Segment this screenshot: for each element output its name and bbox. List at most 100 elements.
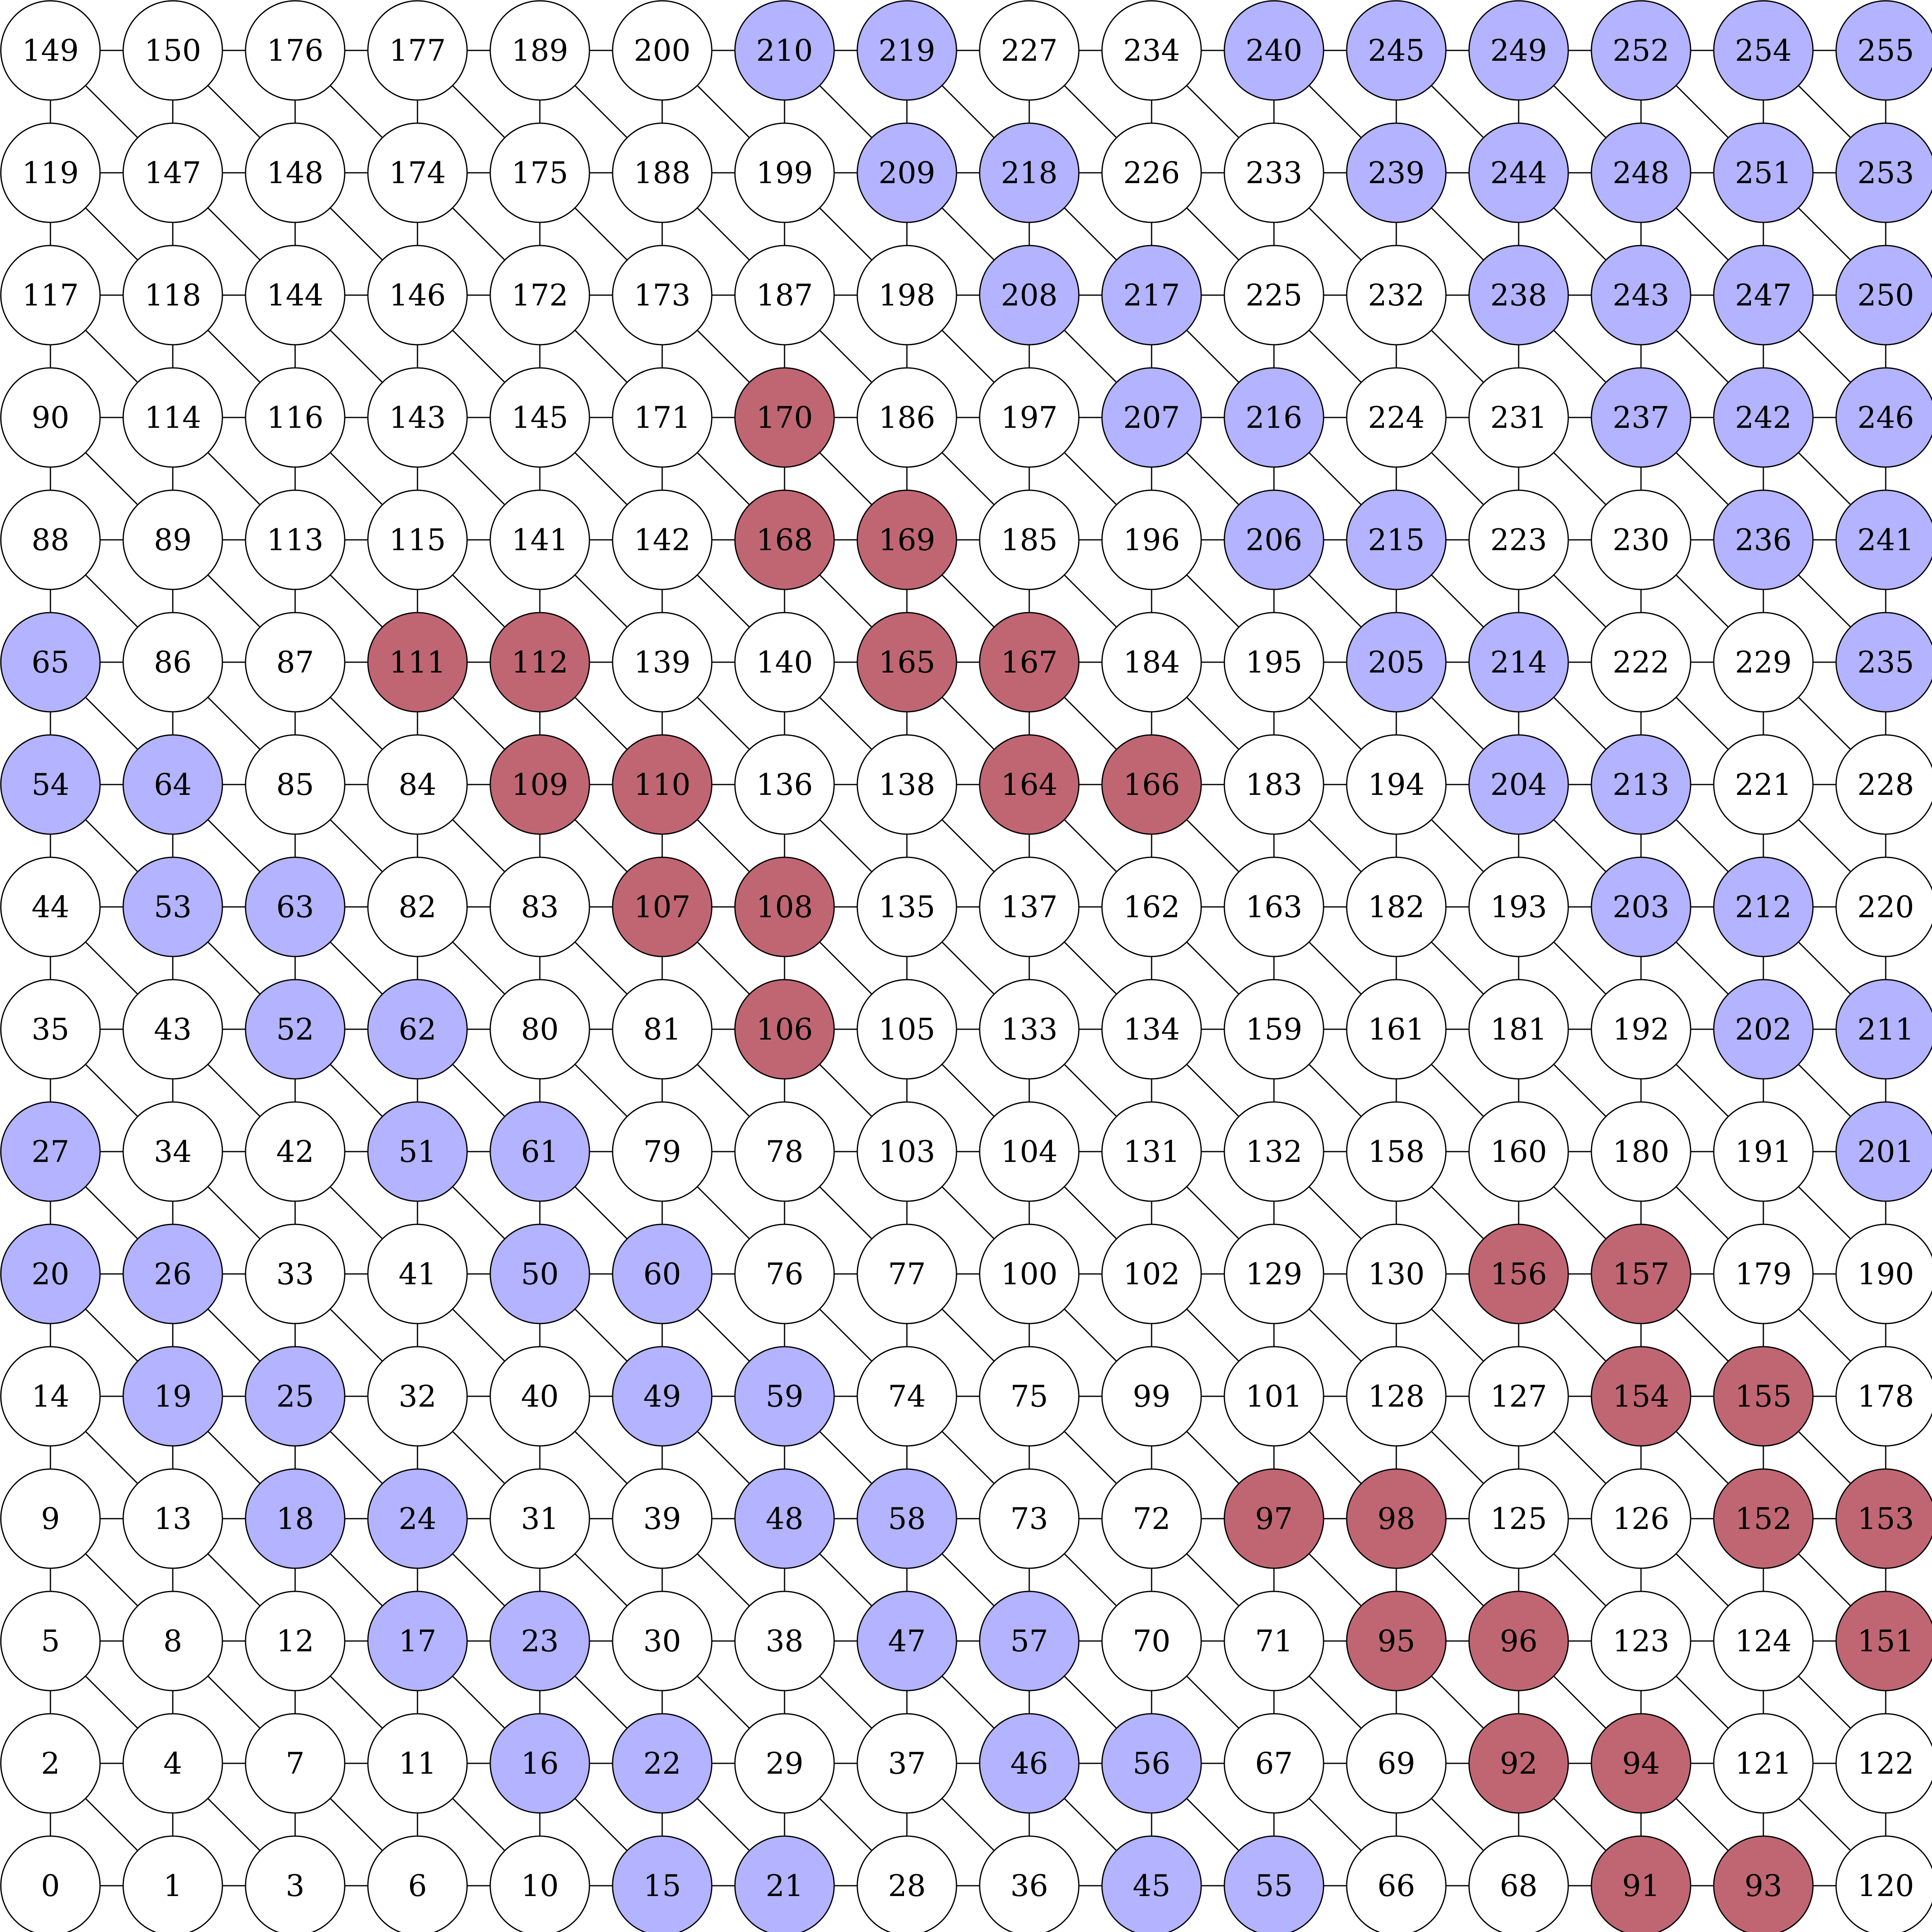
- node-circle-blue: [367, 979, 468, 1080]
- node-circle-white: [245, 1224, 346, 1324]
- node-circle-red: [612, 856, 713, 957]
- node-circle-blue: [1101, 1835, 1202, 1932]
- node-label: 196: [1123, 522, 1180, 557]
- node-label: 6: [408, 1868, 427, 1903]
- node-circle-white: [122, 0, 223, 101]
- node-45: 45: [1101, 1835, 1202, 1932]
- node-circle-white: [0, 1591, 101, 1691]
- node-label: 195: [1245, 645, 1302, 680]
- node-circle-white: [1591, 1468, 1691, 1569]
- node-label: 94: [1622, 1746, 1660, 1781]
- node-label: 23: [521, 1624, 559, 1658]
- node-label: 96: [1500, 1624, 1538, 1658]
- node-154: 154: [1591, 1346, 1691, 1447]
- node-circle-red: [1346, 1591, 1447, 1691]
- node-12: 12: [245, 1591, 346, 1691]
- node-158: 158: [1346, 1101, 1447, 1202]
- node-label: 167: [1001, 645, 1057, 680]
- node-110: 110: [612, 734, 713, 835]
- node-215: 215: [1346, 489, 1447, 590]
- node-label: 18: [276, 1501, 314, 1536]
- node-label: 98: [1377, 1501, 1415, 1536]
- node-label: 236: [1735, 522, 1791, 557]
- node-label: 228: [1857, 767, 1914, 802]
- node-circle-red: [734, 489, 835, 590]
- node-7: 7: [245, 1713, 346, 1814]
- node-label: 49: [643, 1379, 681, 1414]
- node-156: 156: [1468, 1224, 1569, 1324]
- node-label: 100: [1001, 1257, 1057, 1291]
- node-label: 86: [154, 645, 192, 680]
- node-31: 31: [489, 1468, 590, 1569]
- node-58: 58: [856, 1468, 957, 1569]
- node-circle-red: [1713, 1835, 1814, 1932]
- node-circle-white: [245, 1835, 346, 1932]
- node-circle-blue: [0, 1224, 101, 1324]
- node-circle-white: [245, 122, 346, 223]
- node-circle-white: [367, 0, 468, 101]
- node-circle-white: [1835, 1224, 1932, 1324]
- node-label: 85: [276, 767, 314, 802]
- node-circle-white: [979, 0, 1080, 101]
- node-circle-white: [979, 1224, 1080, 1324]
- node-circle-white: [367, 489, 468, 590]
- node-label: 65: [31, 645, 69, 680]
- node-circle-red: [1591, 1224, 1691, 1324]
- node-178: 178: [1835, 1346, 1932, 1447]
- node-48: 48: [734, 1468, 835, 1569]
- node-circle-red: [1591, 1713, 1691, 1814]
- node-circle-white: [122, 489, 223, 590]
- node-206: 206: [1224, 489, 1324, 590]
- node-circle-blue: [1346, 489, 1447, 590]
- node-circle-white: [1224, 1101, 1324, 1202]
- node-219: 219: [856, 0, 957, 101]
- node-circle-white: [1224, 245, 1324, 346]
- node-label: 176: [267, 33, 323, 68]
- node-224: 224: [1346, 367, 1447, 468]
- node-176: 176: [245, 0, 346, 101]
- node-77: 77: [856, 1224, 957, 1324]
- node-label: 145: [511, 400, 568, 435]
- node-circle-white: [1835, 734, 1932, 835]
- node-circle-white: [856, 734, 957, 835]
- node-label: 134: [1123, 1012, 1180, 1047]
- node-label: 83: [521, 890, 559, 924]
- node-203: 203: [1591, 856, 1691, 957]
- node-circle-white: [1468, 1835, 1569, 1932]
- node-181: 181: [1468, 979, 1569, 1080]
- node-label: 25: [276, 1379, 314, 1414]
- node-label: 194: [1368, 767, 1424, 802]
- node-circle-white: [1346, 1101, 1447, 1202]
- node-label: 70: [1133, 1624, 1171, 1658]
- node-label: 3: [286, 1868, 305, 1903]
- node-circle-white: [856, 1346, 957, 1447]
- node-circle-blue: [1713, 489, 1814, 590]
- node-circle-blue: [489, 1101, 590, 1202]
- node-circle-red: [1835, 1591, 1932, 1691]
- node-32: 32: [367, 1346, 468, 1447]
- node-119: 119: [0, 122, 101, 223]
- node-label: 149: [22, 33, 79, 68]
- node-circle-blue: [612, 1835, 713, 1932]
- node-53: 53: [122, 856, 223, 957]
- node-label: 160: [1490, 1134, 1547, 1169]
- node-251: 251: [1713, 122, 1814, 223]
- node-label: 248: [1612, 155, 1669, 190]
- node-47: 47: [856, 1591, 957, 1691]
- node-circle-white: [0, 856, 101, 957]
- node-label: 122: [1857, 1746, 1914, 1781]
- node-147: 147: [122, 122, 223, 223]
- node-9: 9: [0, 1468, 101, 1569]
- node-4: 4: [122, 1713, 223, 1814]
- node-circle-white: [734, 612, 835, 713]
- node-label: 97: [1255, 1501, 1293, 1536]
- node-label: 219: [878, 33, 935, 68]
- node-circle-white: [1346, 979, 1447, 1080]
- node-circle-white: [1101, 979, 1202, 1080]
- node-label: 88: [31, 522, 69, 557]
- node-circle-blue: [122, 734, 223, 835]
- node-18: 18: [245, 1468, 346, 1569]
- node-139: 139: [612, 612, 713, 713]
- node-173: 173: [612, 245, 713, 346]
- node-circle-white: [979, 1468, 1080, 1569]
